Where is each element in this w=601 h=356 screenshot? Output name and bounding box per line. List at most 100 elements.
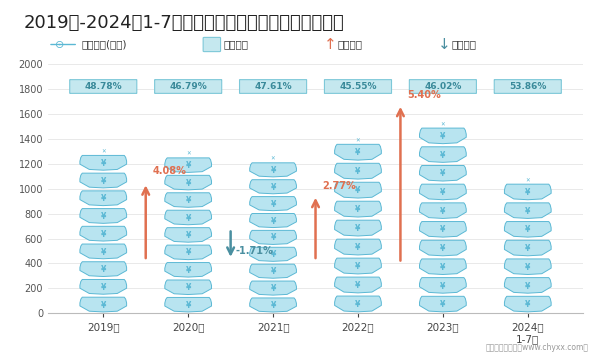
Text: ¥: ¥ xyxy=(440,207,445,216)
PathPatch shape xyxy=(165,176,212,190)
Text: ¥: ¥ xyxy=(100,283,106,292)
PathPatch shape xyxy=(419,278,466,293)
PathPatch shape xyxy=(504,296,551,312)
Text: ¥: ¥ xyxy=(355,300,361,309)
Text: ¥: ¥ xyxy=(355,186,361,195)
PathPatch shape xyxy=(250,264,296,278)
PathPatch shape xyxy=(80,226,127,241)
FancyBboxPatch shape xyxy=(325,80,391,93)
Text: ¥: ¥ xyxy=(440,244,445,253)
PathPatch shape xyxy=(250,180,296,194)
Text: ¥: ¥ xyxy=(186,248,191,257)
Text: 46.79%: 46.79% xyxy=(169,82,207,91)
Text: ¥: ¥ xyxy=(270,183,276,192)
PathPatch shape xyxy=(504,240,551,256)
PathPatch shape xyxy=(504,278,551,293)
FancyBboxPatch shape xyxy=(409,80,477,93)
PathPatch shape xyxy=(80,279,127,294)
Text: ¥: ¥ xyxy=(525,188,531,197)
Text: 同比增加: 同比增加 xyxy=(338,40,363,49)
PathPatch shape xyxy=(250,298,296,312)
FancyBboxPatch shape xyxy=(154,80,222,93)
Text: ¥: ¥ xyxy=(186,283,191,292)
Text: 47.61%: 47.61% xyxy=(254,82,292,91)
Text: ¥: ¥ xyxy=(440,263,445,272)
Text: ✕: ✕ xyxy=(356,138,360,143)
PathPatch shape xyxy=(250,197,296,211)
PathPatch shape xyxy=(80,191,127,206)
Text: ¥: ¥ xyxy=(270,234,276,242)
Text: ¥: ¥ xyxy=(186,161,191,170)
PathPatch shape xyxy=(165,263,212,277)
Text: ¥: ¥ xyxy=(440,225,445,235)
PathPatch shape xyxy=(80,297,127,312)
Text: 寿险占比: 寿险占比 xyxy=(224,40,249,49)
Text: ¥: ¥ xyxy=(525,244,531,253)
PathPatch shape xyxy=(419,184,466,200)
PathPatch shape xyxy=(165,210,212,225)
Text: 45.55%: 45.55% xyxy=(339,82,377,91)
PathPatch shape xyxy=(335,258,381,274)
Text: ¥: ¥ xyxy=(355,167,361,176)
Text: 5.40%: 5.40% xyxy=(407,90,441,100)
PathPatch shape xyxy=(419,166,466,181)
PathPatch shape xyxy=(250,281,296,295)
Text: ¥: ¥ xyxy=(440,300,445,309)
PathPatch shape xyxy=(419,259,466,274)
Text: ¥: ¥ xyxy=(270,301,276,310)
PathPatch shape xyxy=(504,259,551,274)
Text: ¥: ¥ xyxy=(186,196,191,205)
PathPatch shape xyxy=(80,262,127,277)
Text: ¥: ¥ xyxy=(525,263,531,272)
PathPatch shape xyxy=(419,296,466,312)
PathPatch shape xyxy=(165,158,212,172)
Text: ✕: ✕ xyxy=(525,178,530,183)
PathPatch shape xyxy=(165,245,212,260)
PathPatch shape xyxy=(419,203,466,219)
Text: ↑: ↑ xyxy=(324,37,337,52)
Text: ¥: ¥ xyxy=(355,148,361,157)
Text: ↓: ↓ xyxy=(438,37,451,52)
Text: ¥: ¥ xyxy=(270,267,276,276)
Text: ¥: ¥ xyxy=(440,151,445,160)
PathPatch shape xyxy=(504,203,551,219)
Text: ¥: ¥ xyxy=(100,230,106,239)
PathPatch shape xyxy=(504,184,551,200)
Text: ¥: ¥ xyxy=(355,205,361,214)
PathPatch shape xyxy=(335,201,381,217)
FancyBboxPatch shape xyxy=(240,80,307,93)
Text: ¥: ¥ xyxy=(355,262,361,271)
Text: ¥: ¥ xyxy=(270,200,276,209)
PathPatch shape xyxy=(504,221,551,237)
FancyBboxPatch shape xyxy=(494,80,561,93)
PathPatch shape xyxy=(80,244,127,259)
Text: ¥: ¥ xyxy=(355,224,361,233)
PathPatch shape xyxy=(335,277,381,293)
FancyBboxPatch shape xyxy=(70,80,137,93)
PathPatch shape xyxy=(165,228,212,242)
Text: ¥: ¥ xyxy=(186,301,191,310)
PathPatch shape xyxy=(335,163,381,179)
Text: ¥: ¥ xyxy=(440,282,445,290)
Text: ¥: ¥ xyxy=(270,166,276,175)
Text: ¥: ¥ xyxy=(440,188,445,197)
PathPatch shape xyxy=(165,298,212,312)
Text: 累计保费(亿元): 累计保费(亿元) xyxy=(81,40,127,49)
Text: ¥: ¥ xyxy=(186,214,191,222)
Text: ¥: ¥ xyxy=(270,250,276,260)
Text: 同比减少: 同比减少 xyxy=(452,40,477,49)
Text: ✕: ✕ xyxy=(271,157,275,162)
Text: ¥: ¥ xyxy=(270,216,276,226)
Text: 2019年-2024年1-7月安徽省累计原保险保费收入统计图: 2019年-2024年1-7月安徽省累计原保险保费收入统计图 xyxy=(24,14,345,32)
Text: 4.08%: 4.08% xyxy=(153,166,186,176)
Text: ¥: ¥ xyxy=(355,281,361,290)
PathPatch shape xyxy=(250,230,296,245)
Text: 48.78%: 48.78% xyxy=(85,82,122,91)
Text: ¥: ¥ xyxy=(270,284,276,293)
PathPatch shape xyxy=(419,147,466,162)
Text: ¥: ¥ xyxy=(100,247,106,257)
Text: ¥: ¥ xyxy=(100,159,106,168)
PathPatch shape xyxy=(250,247,296,261)
PathPatch shape xyxy=(250,214,296,227)
Text: 2.77%: 2.77% xyxy=(322,181,356,191)
